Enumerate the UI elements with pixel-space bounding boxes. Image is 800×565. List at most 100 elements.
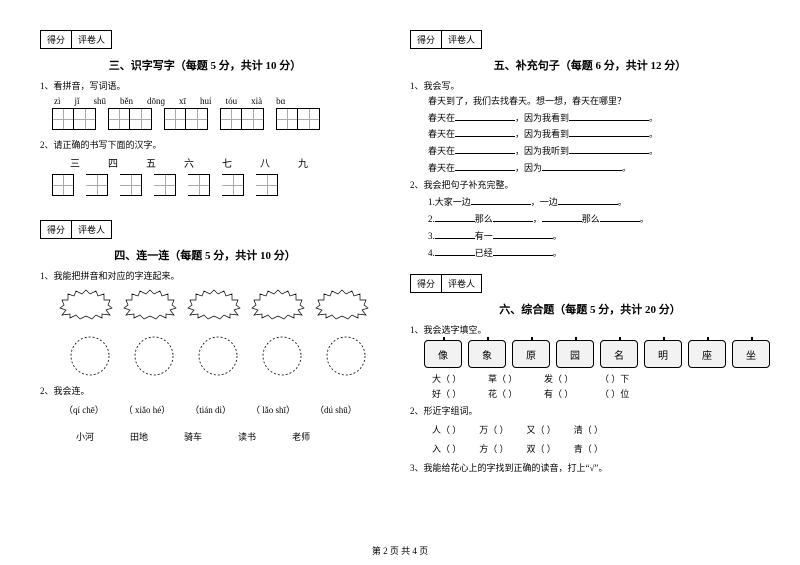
near-item: 人（ ） — [432, 423, 461, 436]
paren-item: （ ）下 — [600, 372, 650, 385]
char-row: 三 四 五 六 七 八 九 — [70, 155, 370, 170]
tian-box[interactable] — [154, 174, 176, 196]
connect-pinyin-row: （qí chē） （ xiǎo hé） （tián dì） （ lǎo shī）… — [64, 403, 370, 416]
q6-2: 2、形近字组词。 — [410, 404, 770, 417]
tian-box[interactable] — [52, 174, 74, 196]
section-4-title: 四、连一连（每题 5 分，共计 10 分） — [40, 247, 370, 263]
page-footer: 第 2 页 共 4 页 — [0, 544, 800, 557]
tian-box[interactable] — [186, 108, 208, 130]
tian-box[interactable] — [276, 108, 298, 130]
pinyin: dōnɡ — [147, 96, 165, 106]
near-item: 青（ ） — [574, 442, 603, 455]
apple-card: 象 — [468, 340, 506, 368]
starburst: zuǐ — [250, 288, 306, 320]
dotcircle: 群 — [132, 334, 176, 378]
near-item: 方（ ） — [479, 442, 508, 455]
section-3-title: 三、识字写字（每题 5 分，共计 10 分） — [40, 57, 370, 73]
tian-box[interactable] — [188, 174, 210, 196]
fill-line: 春天在，因为我看到。 — [428, 111, 770, 125]
connect-words-row: 小河 田地 骑车 读书 老师 — [76, 430, 370, 443]
pinyin: xià — [251, 96, 262, 106]
pinyin: xī — [179, 96, 186, 106]
paren-item: 有（ ） — [544, 387, 594, 400]
pinyin: tóu — [226, 96, 238, 106]
section-5-title: 五、补充句子（每题 6 分，共计 12 分） — [410, 57, 770, 73]
score-box: 得分 评卷人 — [410, 274, 482, 293]
q4-1: 1、我能把拼音和对应的字连起来。 — [40, 269, 370, 282]
left-column: 得分 评卷人 三、识字写字（每题 5 分，共计 10 分） 1、看拼音，写词语。… — [40, 30, 370, 478]
score-box: 得分 评卷人 — [40, 30, 112, 49]
starburst: huánɡ — [186, 288, 242, 320]
pinyin-item: （tián dì） — [190, 403, 231, 416]
fill-line: 春天在，因为我听到。 — [428, 144, 770, 158]
grader-label: 评卷人 — [442, 31, 481, 48]
apple-card: 原 — [512, 340, 550, 368]
apple-card: 园 — [556, 340, 594, 368]
q3-2: 2、请正确的书写下面的汉字。 — [40, 138, 370, 151]
near-row-2: 入（ ） 方（ ） 双（ ） 青（ ） — [432, 442, 770, 455]
sentence-1: 1.大家一边，一边。 — [428, 195, 770, 209]
score-label: 得分 — [41, 221, 72, 238]
apple-card: 明 — [644, 340, 682, 368]
near-item: 万（ ） — [479, 423, 508, 436]
tian-box[interactable] — [222, 174, 244, 196]
char: 六 — [184, 155, 194, 170]
char: 五 — [146, 155, 156, 170]
paren-item: 大（ ） — [432, 372, 482, 385]
tian-box[interactable] — [108, 108, 130, 130]
tian-box[interactable] — [52, 108, 74, 130]
paren-item: 发（ ） — [544, 372, 594, 385]
tian-box[interactable] — [256, 174, 278, 196]
dotcircle: 商 — [260, 334, 304, 378]
pinyin: běn — [120, 96, 133, 106]
starburst: shānɡ — [314, 288, 370, 320]
paren-item: 花（ ） — [488, 387, 538, 400]
char: 八 — [260, 155, 270, 170]
apple-card: 坐 — [732, 340, 770, 368]
q3-1: 1、看拼音，写词语。 — [40, 79, 370, 92]
dotcircle: 嘴 — [324, 334, 368, 378]
sentence-2: 2.那么，那么。 — [428, 212, 770, 226]
pinyin: bɑ — [276, 96, 285, 106]
tian-box[interactable] — [74, 108, 96, 130]
apple-row: 像 象 原 园 名 明 座 坐 — [424, 340, 770, 368]
paren-item: 好（ ） — [432, 387, 482, 400]
tian-row-1 — [52, 108, 370, 130]
near-item: 又（ ） — [527, 423, 556, 436]
grader-label: 评卷人 — [72, 221, 111, 238]
score-label: 得分 — [411, 31, 442, 48]
tian-box[interactable] — [130, 108, 152, 130]
pinyin: jǐ — [75, 96, 80, 106]
char: 七 — [222, 155, 232, 170]
apple-card: 像 — [424, 340, 462, 368]
pinyin-item: （qí chē） — [64, 403, 104, 416]
pinyin: shū — [94, 96, 107, 106]
apple-card: 名 — [600, 340, 638, 368]
tian-box[interactable] — [298, 108, 320, 130]
tian-box[interactable] — [220, 108, 242, 130]
fill-line: 春天在，因为。 — [428, 161, 770, 175]
word-item: 读书 — [238, 430, 256, 443]
section-6-title: 六、综合题（每题 5 分，共计 20 分） — [410, 301, 770, 317]
q4-2: 2、我会连。 — [40, 384, 370, 397]
pinyin-item: （ xiǎo hé） — [124, 403, 171, 416]
paren-row-1: 大（ ） 草（ ） 发（ ） （ ）下 — [432, 372, 770, 385]
near-item: 入（ ） — [432, 442, 461, 455]
starburst: qún — [58, 288, 114, 320]
score-box: 得分 评卷人 — [40, 220, 112, 239]
tian-box[interactable] — [120, 174, 142, 196]
right-column: 得分 评卷人 五、补充句子（每题 6 分，共计 12 分） 1、我会写。 春天到… — [410, 30, 770, 478]
char: 三 — [70, 155, 80, 170]
tian-box[interactable] — [164, 108, 186, 130]
word-item: 老师 — [292, 430, 310, 443]
page: 得分 评卷人 三、识字写字（每题 5 分，共计 10 分） 1、看拼音，写词语。… — [0, 0, 800, 498]
pinyin: huí — [200, 96, 212, 106]
word-item: 小河 — [76, 430, 94, 443]
near-item: 双（ ） — [527, 442, 556, 455]
tian-box[interactable] — [86, 174, 108, 196]
tian-box[interactable] — [242, 108, 264, 130]
sentence-3: 3.有一。 — [428, 229, 770, 243]
q6-3: 3、我能给花心上的字找到正确的读音，打上“√”。 — [410, 461, 770, 474]
q5-1: 1、我会写。 — [410, 79, 770, 92]
q5-2: 2、我会把句子补充完整。 — [410, 178, 770, 191]
